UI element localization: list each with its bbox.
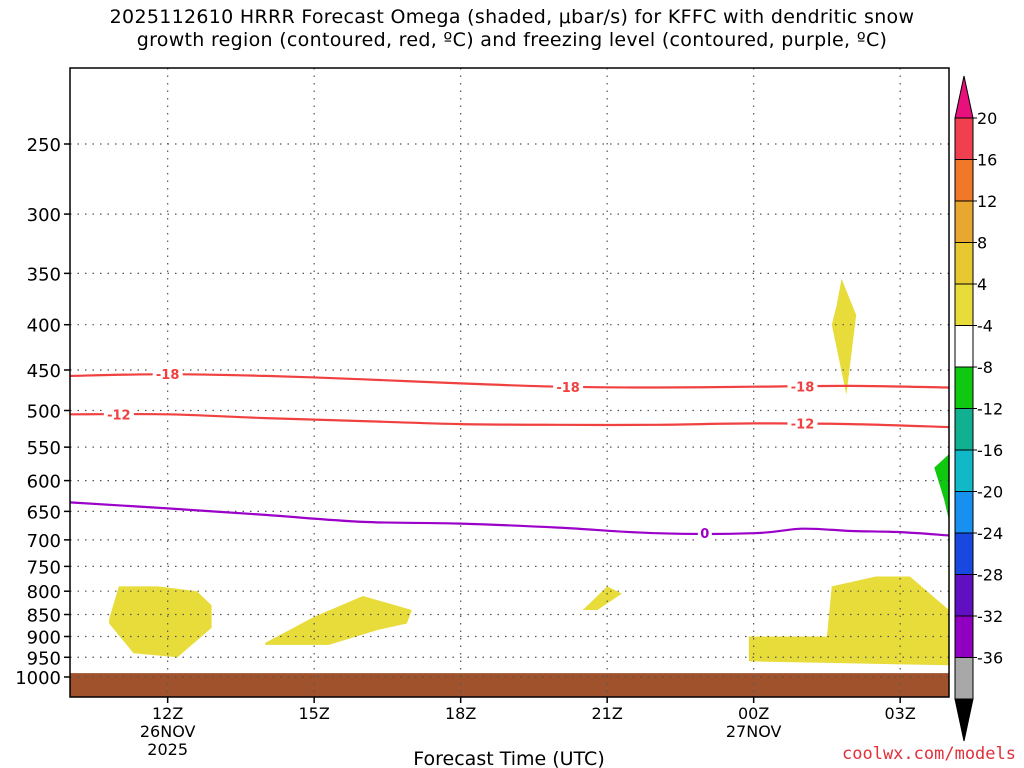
colorbar-segment-10	[954, 491, 974, 534]
contour-line-3	[69, 501, 950, 537]
colorbar-segment-5	[954, 283, 974, 326]
colorbar-label-2: 16	[977, 151, 997, 170]
omega-region-5	[748, 576, 949, 666]
colorbar-segment-11	[954, 532, 974, 575]
x-tick-label-12-1: 12Z	[152, 704, 183, 723]
contour-label-bg-2-2	[787, 415, 818, 432]
x-tick-label-24-2: 27NOV	[726, 722, 782, 741]
colorbar-label-4: 8	[977, 234, 987, 253]
colorbar-segment-1	[954, 117, 974, 160]
colorbar-label-1: 20	[977, 109, 997, 128]
colorbar-label-11: -24	[977, 524, 1003, 543]
y-tick-label-750: 750	[27, 557, 61, 578]
colorbar-label-12: -28	[977, 566, 1003, 585]
y-tick-label-900: 900	[27, 627, 61, 648]
y-tick-label-250: 250	[27, 135, 61, 156]
y-tick-label-850: 850	[27, 606, 61, 627]
x-tick-label-12-3: 2025	[147, 740, 188, 759]
contour-label-bg-1-1	[152, 366, 183, 383]
contour-label-bg-2-1	[103, 406, 134, 423]
y-tick-label-400: 400	[27, 316, 61, 337]
colorbar-segment-6	[954, 325, 974, 368]
plot-frame	[69, 67, 950, 698]
y-tick-label-300: 300	[27, 205, 61, 226]
x-tick-label-24-1: 00Z	[738, 704, 769, 723]
colorbar-label-9: -16	[977, 441, 1003, 460]
chart-title-line-2: growth region (contoured, red, ºC) and f…	[136, 29, 888, 51]
x-tick-label-15-1: 15Z	[299, 704, 330, 723]
contour-label-bg-1-2	[553, 378, 584, 395]
y-tick-label-650: 650	[27, 502, 61, 523]
y-tick-label-500: 500	[27, 402, 61, 423]
y-tick-label-700: 700	[27, 531, 61, 552]
colorbar-label-13: -32	[977, 607, 1003, 626]
credit-text: coolwx.com/models	[842, 744, 1016, 764]
x-axis-title: Forecast Time (UTC)	[413, 748, 604, 768]
contour-label-2-1: -12	[107, 408, 131, 423]
y-tick-label-600: 600	[27, 472, 61, 493]
contour-label-2-2: -12	[791, 418, 815, 433]
colorbar-segment-2	[954, 159, 974, 202]
x-tick-label-21-1: 21Z	[592, 704, 623, 723]
x-tick-label-27-1: 03Z	[885, 704, 916, 723]
colorbar-label-10: -20	[977, 483, 1003, 502]
contour-label-1-2: -18	[556, 381, 580, 396]
colorbar-top-arrow	[954, 75, 974, 119]
colorbar-segment-12	[954, 574, 974, 617]
y-tick-label-950: 950	[27, 648, 61, 669]
omega-region-4	[831, 278, 857, 395]
colorbar-segment-14	[954, 657, 974, 700]
omega-region-6	[934, 454, 949, 521]
chart-title: 2025112610 HRRR Forecast Omega (shaded, …	[0, 6, 1024, 52]
colorbar-label-3: 12	[977, 192, 997, 211]
colorbar-segment-4	[954, 242, 974, 285]
omega-region-2	[265, 596, 412, 645]
colorbar-segment-7	[954, 366, 974, 409]
colorbar-label-14: -36	[977, 649, 1003, 668]
y-tick-label-800: 800	[27, 582, 61, 603]
contour-label-1-3: -18	[791, 380, 815, 395]
contour-label-1-1: -18	[156, 368, 180, 383]
y-tick-label-350: 350	[27, 264, 61, 285]
colorbar-label-6: -4	[977, 317, 993, 336]
terrain-band	[70, 673, 949, 697]
y-tick-label-450: 450	[27, 361, 61, 382]
omega-region-3	[582, 586, 622, 610]
contour-label-bg-3-1	[697, 525, 712, 542]
colorbar-label-5: 4	[977, 275, 987, 294]
contour-label-bg-1-3	[787, 378, 818, 395]
y-tick-label-550: 550	[27, 438, 61, 459]
colorbar-segment-3	[954, 200, 974, 243]
colorbar-segment-8	[954, 408, 974, 451]
y-tick-label-1000: 1000	[15, 668, 61, 689]
omega-region-1	[109, 586, 212, 658]
colorbar-label-8: -12	[977, 400, 1003, 419]
contour-label-3-1: 0	[700, 527, 709, 542]
colorbar-segment-9	[954, 449, 974, 492]
colorbar-segment-13	[954, 615, 974, 658]
x-tick-label-12-2: 26NOV	[140, 722, 196, 741]
chart-title-line-1: 2025112610 HRRR Forecast Omega (shaded, …	[109, 6, 915, 28]
colorbar-bottom-arrow	[954, 698, 974, 742]
x-tick-label-18-1: 18Z	[445, 704, 476, 723]
colorbar-label-7: -8	[977, 358, 993, 377]
